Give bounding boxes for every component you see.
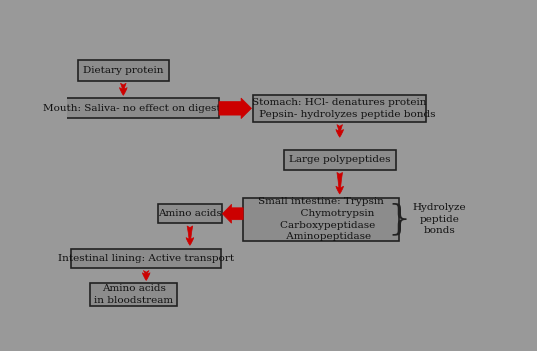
Text: Amino acids
in bloodstream: Amino acids in bloodstream xyxy=(94,284,173,305)
Text: Amino acids: Amino acids xyxy=(158,209,222,218)
Text: Mouth: Saliva- no effect on digestion: Mouth: Saliva- no effect on digestion xyxy=(43,104,237,113)
FancyBboxPatch shape xyxy=(243,198,399,241)
Text: Intestinal lining: Active transport: Intestinal lining: Active transport xyxy=(58,254,234,263)
FancyBboxPatch shape xyxy=(284,150,396,170)
Text: Stomach: HCl- denatures protein
     Pepsin- hydrolyzes peptide bonds: Stomach: HCl- denatures protein Pepsin- … xyxy=(243,98,436,119)
FancyBboxPatch shape xyxy=(61,98,219,119)
Polygon shape xyxy=(219,98,251,119)
Text: Large polypeptides: Large polypeptides xyxy=(289,155,390,164)
FancyBboxPatch shape xyxy=(77,60,169,81)
FancyBboxPatch shape xyxy=(71,249,221,268)
Text: Small intestine: Trypsin
          Chymotrypsin
    Carboxypeptidase
     Aminop: Small intestine: Trypsin Chymotrypsin Ca… xyxy=(258,197,384,241)
FancyBboxPatch shape xyxy=(158,204,222,223)
Text: Dietary protein: Dietary protein xyxy=(83,66,164,75)
FancyBboxPatch shape xyxy=(90,283,177,306)
Text: }: } xyxy=(387,202,410,236)
FancyBboxPatch shape xyxy=(253,95,426,122)
Text: Hydrolyze
peptide
bonds: Hydrolyze peptide bonds xyxy=(413,203,467,236)
Polygon shape xyxy=(222,204,243,223)
